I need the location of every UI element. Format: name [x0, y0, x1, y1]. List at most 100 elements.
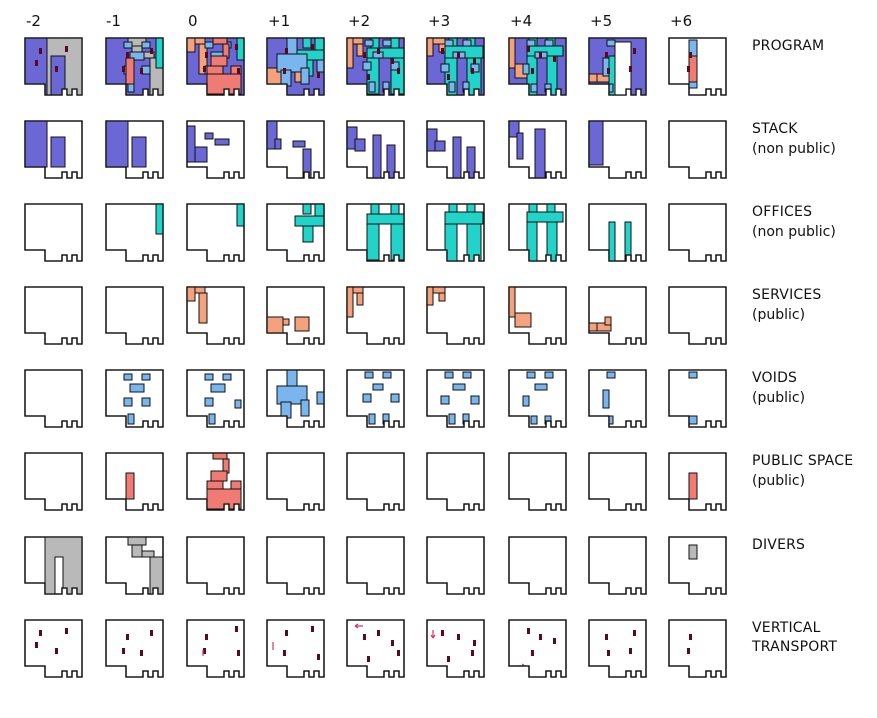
floor-plan-outline-top — [588, 120, 647, 179]
public-block — [230, 65, 242, 75]
floor-plan-outline-top — [508, 619, 567, 678]
vertical-transport-marker — [607, 68, 610, 74]
offices-block — [390, 38, 400, 49]
cell-program-+5 — [588, 37, 647, 96]
stack-block — [131, 136, 147, 168]
voids-block — [286, 38, 298, 55]
vertical-transport-marker — [633, 630, 636, 636]
service-block — [596, 322, 612, 332]
floor-plan-outline-top — [105, 369, 164, 428]
public-block — [125, 57, 135, 85]
cell-offices--2 — [24, 203, 83, 262]
voids-block — [362, 61, 372, 71]
cell-divers-+5 — [588, 536, 647, 595]
service-block — [282, 318, 290, 326]
floor-plan-outline-top — [186, 452, 245, 511]
vertical-transport-marker — [377, 630, 380, 636]
floor-plan-outline — [426, 619, 485, 678]
cell-offices-+4 — [508, 203, 567, 262]
cell-public--2 — [24, 452, 83, 511]
row-sublabel-public-space: (public) — [752, 473, 805, 489]
level-header: -1 — [106, 12, 121, 30]
floor-plan-outline-top — [266, 286, 325, 345]
office-block — [444, 223, 458, 261]
voids-block — [530, 83, 538, 93]
floor-plan-outline-top — [105, 203, 164, 262]
floor-plan-outline — [588, 536, 647, 595]
row-sublabel-stack: (non public) — [752, 141, 836, 157]
vertical-transport-marker — [205, 634, 208, 640]
floor-plan-outline-top — [105, 452, 164, 511]
void-block — [210, 383, 226, 393]
row-label-public-space: PUBLIC SPACE — [752, 453, 853, 469]
row-label-voids: VOIDS — [752, 370, 797, 386]
level-header: +4 — [510, 12, 532, 30]
vertical-transport-marker — [65, 46, 68, 52]
stack-block — [194, 146, 208, 163]
floor-plan-outline-top — [346, 619, 405, 678]
floor-plan-outline-top — [588, 452, 647, 511]
offices-block — [366, 47, 404, 59]
vertical-transport-marker — [317, 72, 320, 78]
cell-vertical--2 — [24, 619, 83, 678]
level-header: -2 — [26, 12, 41, 30]
services-block — [347, 38, 354, 69]
cell-program-+4 — [508, 37, 567, 96]
cell-public-0 — [186, 452, 245, 511]
service-block — [194, 287, 206, 294]
void-block — [448, 413, 456, 425]
office-block — [370, 204, 380, 215]
floor-plan-outline-top — [588, 536, 647, 595]
stack-block — [386, 144, 396, 178]
vertical-transport-marker — [363, 52, 366, 58]
services-block — [427, 38, 434, 57]
void-block — [534, 383, 548, 391]
public-space-block — [688, 472, 698, 500]
cell-program-+1 — [266, 37, 325, 96]
floor-plan-outline-top — [266, 203, 325, 262]
vertical-transport-marker — [605, 634, 608, 640]
cell-voids-+5 — [588, 369, 647, 428]
divers-block — [131, 544, 143, 558]
cell-offices-+6 — [668, 203, 727, 262]
floor-plan-outline-top — [668, 37, 727, 96]
cell-divers-+2 — [346, 536, 405, 595]
vertical-transport-marker — [150, 630, 153, 636]
cell-offices-0 — [186, 203, 245, 262]
floor-plan-outline — [105, 286, 164, 345]
vertical-transport-marker — [539, 634, 542, 640]
floor-plan-outline-top — [266, 37, 325, 96]
vertical-transport-marker — [367, 74, 370, 80]
public-block — [210, 55, 228, 67]
void-block — [688, 371, 698, 379]
cell-stack-+5 — [588, 120, 647, 179]
stack-block — [302, 148, 312, 178]
vertical-transport-marker — [35, 642, 38, 648]
services-block — [198, 43, 208, 75]
floor-plan-outline — [668, 120, 727, 179]
level-headers: -2 -1 0 +1 +2 +3 +4 +5 +6 — [26, 12, 692, 30]
floor-plan-outline-top — [186, 120, 245, 179]
void-block — [364, 371, 374, 379]
cell-stack-+6 — [668, 120, 727, 179]
vertical-transport-marker — [553, 638, 556, 644]
office-block — [314, 204, 324, 217]
floor-plan-outline-top — [426, 120, 485, 179]
floor-plan-outline-top — [266, 452, 325, 511]
vertical-transport-marker — [447, 74, 450, 80]
voids-block — [526, 39, 536, 47]
office-block — [608, 221, 616, 261]
vertical-transport-marker — [687, 648, 690, 654]
void-block — [462, 371, 472, 379]
floor-plan-outline — [426, 286, 485, 345]
level-header: +1 — [268, 12, 290, 30]
floor-plan-outline-top — [266, 619, 325, 678]
floor-plan-outline — [346, 619, 405, 678]
stack-block — [187, 125, 196, 163]
cell-program-0 — [186, 37, 245, 96]
cell-services-+6 — [668, 286, 727, 345]
cell-services-+4 — [508, 286, 567, 345]
vertical-transport-marker — [441, 630, 444, 636]
voids-block — [276, 53, 308, 73]
vertical-transport-marker — [527, 628, 530, 634]
